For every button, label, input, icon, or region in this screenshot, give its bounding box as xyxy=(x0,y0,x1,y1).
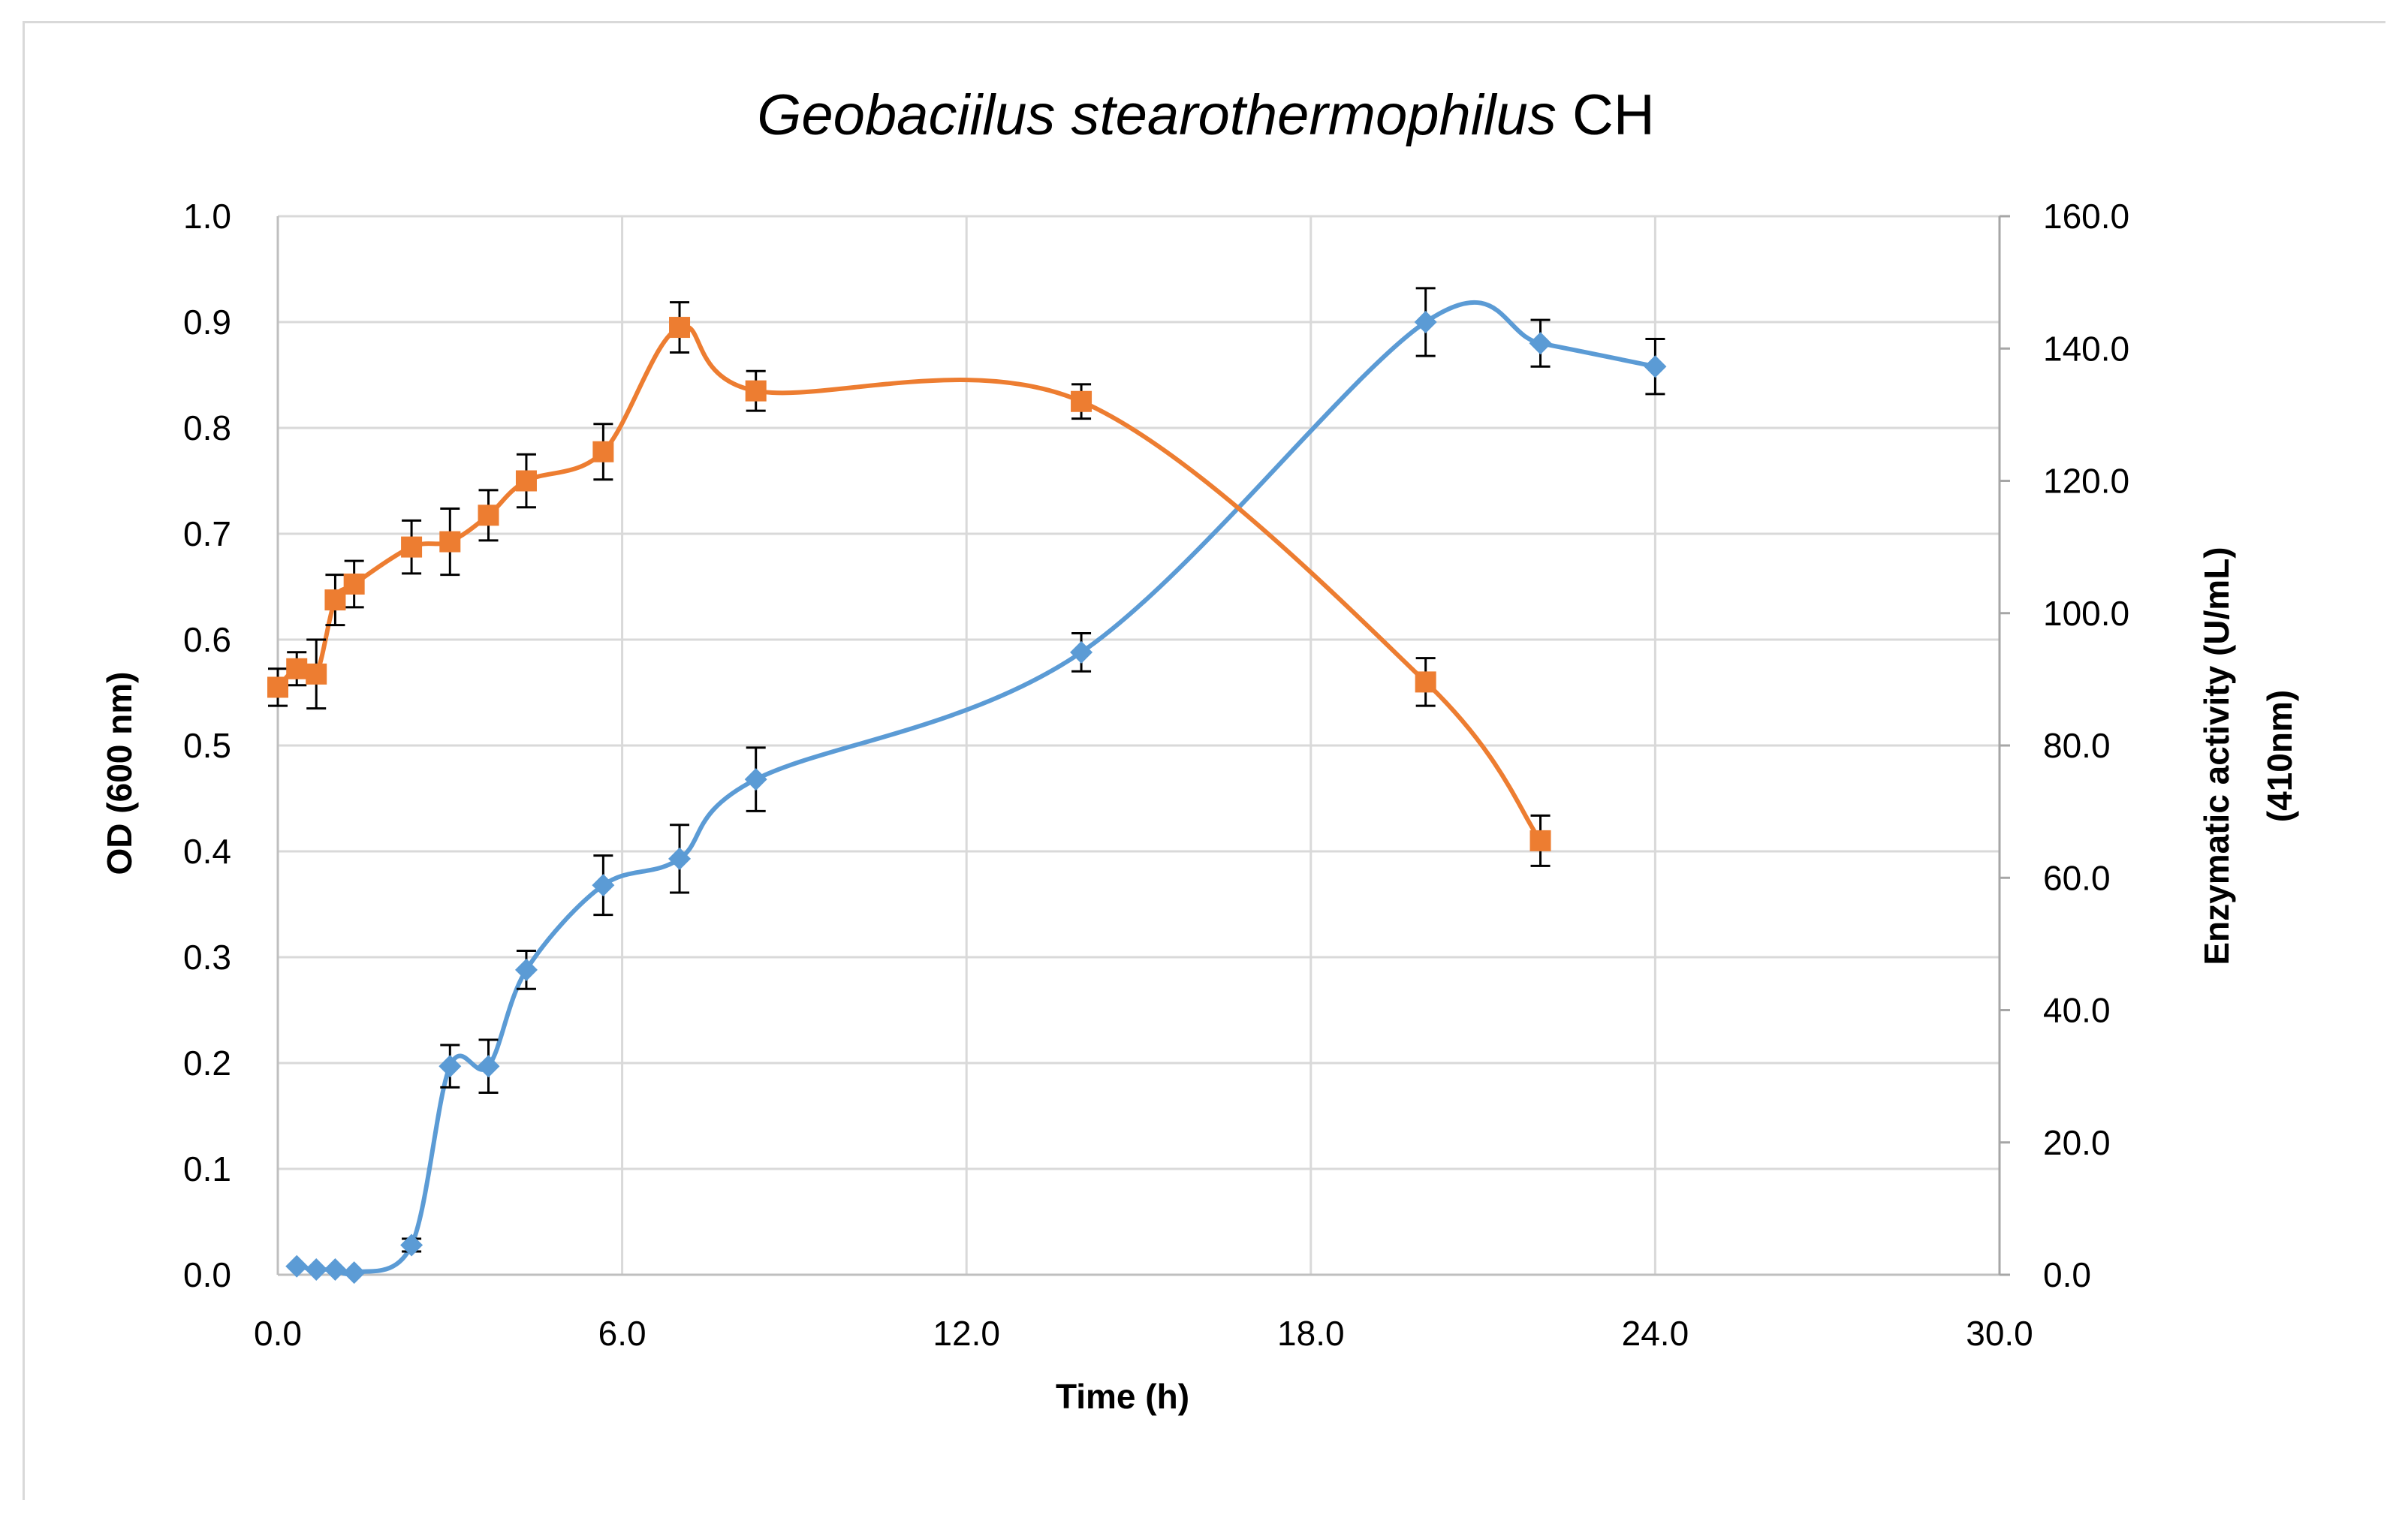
data-point xyxy=(1070,640,1093,664)
data-point xyxy=(514,958,538,981)
x-tick-labels: 0.0 6.0 12.0 18.0 24.0 30.0 xyxy=(254,1314,2033,1353)
x-tick-label: 6.0 xyxy=(598,1314,646,1353)
y-tick-label: 0.1 xyxy=(183,1149,231,1188)
data-point xyxy=(439,1055,462,1078)
chart-frame: Geobaciilus stearothermophilus CH 0.0 0.1… xyxy=(23,21,2388,1502)
data-point xyxy=(1414,311,1437,333)
y2-axis-title-line1: Enzymatic activity (U/mL) xyxy=(2197,547,2236,965)
y-tick-label: 0.7 xyxy=(183,514,231,553)
y-tick-label: 0.3 xyxy=(183,938,231,977)
y2-tick-label: 100.0 xyxy=(2043,594,2129,633)
data-point xyxy=(1071,390,1092,412)
data-point xyxy=(1529,332,1552,355)
x-tick-label: 30.0 xyxy=(1966,1314,2033,1353)
data-point xyxy=(267,676,288,698)
y2-axis-title-line2: (410nm) xyxy=(2260,690,2299,822)
data-point xyxy=(439,531,461,553)
chart-title-suffix: CH xyxy=(1557,83,1655,147)
gridlines xyxy=(278,215,2001,1275)
series-line xyxy=(296,300,1656,1276)
y2-tick-label: 160.0 xyxy=(2043,197,2129,236)
data-point xyxy=(1529,830,1551,851)
data-point xyxy=(745,380,767,402)
data-point xyxy=(401,536,423,558)
x-tick-label: 12.0 xyxy=(933,1314,1000,1353)
data-point xyxy=(668,847,692,870)
y-tick-labels: 0.0 0.1 0.2 0.3 0.4 0.5 0.6 0.7 0.8 0.9 1.0 xyxy=(183,197,231,1294)
y2-tick-label: 20.0 xyxy=(2043,1123,2111,1162)
data-point xyxy=(478,504,499,526)
y-tick-label: 0.5 xyxy=(183,726,231,765)
y-tick-label: 0.4 xyxy=(183,832,231,871)
chart-title-italic: Geobaciilus stearothermophilus xyxy=(757,83,1557,147)
y2-tick-label: 120.0 xyxy=(2043,462,2129,501)
data-point xyxy=(592,441,614,462)
y2-tick-label: 80.0 xyxy=(2043,726,2111,765)
data-point xyxy=(1644,355,1667,378)
series-1 xyxy=(285,287,1667,1285)
y2-tick-labels: 0.0 20.0 40.0 60.0 80.0 100.0 120.0 140.0 160.0 xyxy=(2043,197,2129,1294)
data-point xyxy=(324,1257,347,1281)
y2-tick-label: 40.0 xyxy=(2043,991,2111,1030)
y-tick-label: 0.2 xyxy=(183,1044,231,1083)
y2-tick-label: 0.0 xyxy=(2043,1255,2091,1294)
data-point xyxy=(669,317,691,339)
data-point xyxy=(306,663,327,685)
y2-tick-label: 60.0 xyxy=(2043,858,2111,897)
y-axis-title: OD (600 nm) xyxy=(100,672,139,875)
data-point xyxy=(515,470,537,492)
y-tick-label: 0.9 xyxy=(183,303,231,342)
x-tick-label: 0.0 xyxy=(254,1314,302,1353)
data-point xyxy=(1415,671,1436,693)
data-point xyxy=(477,1055,500,1078)
y-tick-label: 1.0 xyxy=(183,197,231,236)
y-tick-label: 0.8 xyxy=(183,408,231,447)
data-point xyxy=(744,768,767,791)
axes xyxy=(276,215,2010,1276)
series-2 xyxy=(267,301,1551,867)
data-point xyxy=(400,1233,423,1257)
y2-axis-title: Enzymatic activity (U/mL) (410nm) xyxy=(2197,547,2299,965)
y-tick-label: 0.6 xyxy=(183,620,231,659)
data-point xyxy=(592,874,615,897)
y-tick-label: 0.0 xyxy=(183,1255,231,1294)
data-point xyxy=(305,1257,328,1281)
x-axis-title: Time (h) xyxy=(1056,1377,1189,1416)
x-tick-label: 18.0 xyxy=(1277,1314,1345,1353)
x-tick-label: 24.0 xyxy=(1622,1314,1689,1353)
data-point xyxy=(286,658,308,679)
data-point xyxy=(343,573,365,595)
y2-tick-label: 140.0 xyxy=(2043,329,2129,368)
chart-title: Geobaciilus stearothermophilus CH xyxy=(757,83,1654,147)
series-layer xyxy=(267,287,1667,1285)
data-point xyxy=(285,1254,309,1278)
data-point xyxy=(324,589,346,611)
data-point xyxy=(342,1261,366,1285)
chart-svg: Geobaciilus stearothermophilus CH 0.0 0.1… xyxy=(25,23,2388,1502)
plot-area-background xyxy=(25,23,2388,1502)
